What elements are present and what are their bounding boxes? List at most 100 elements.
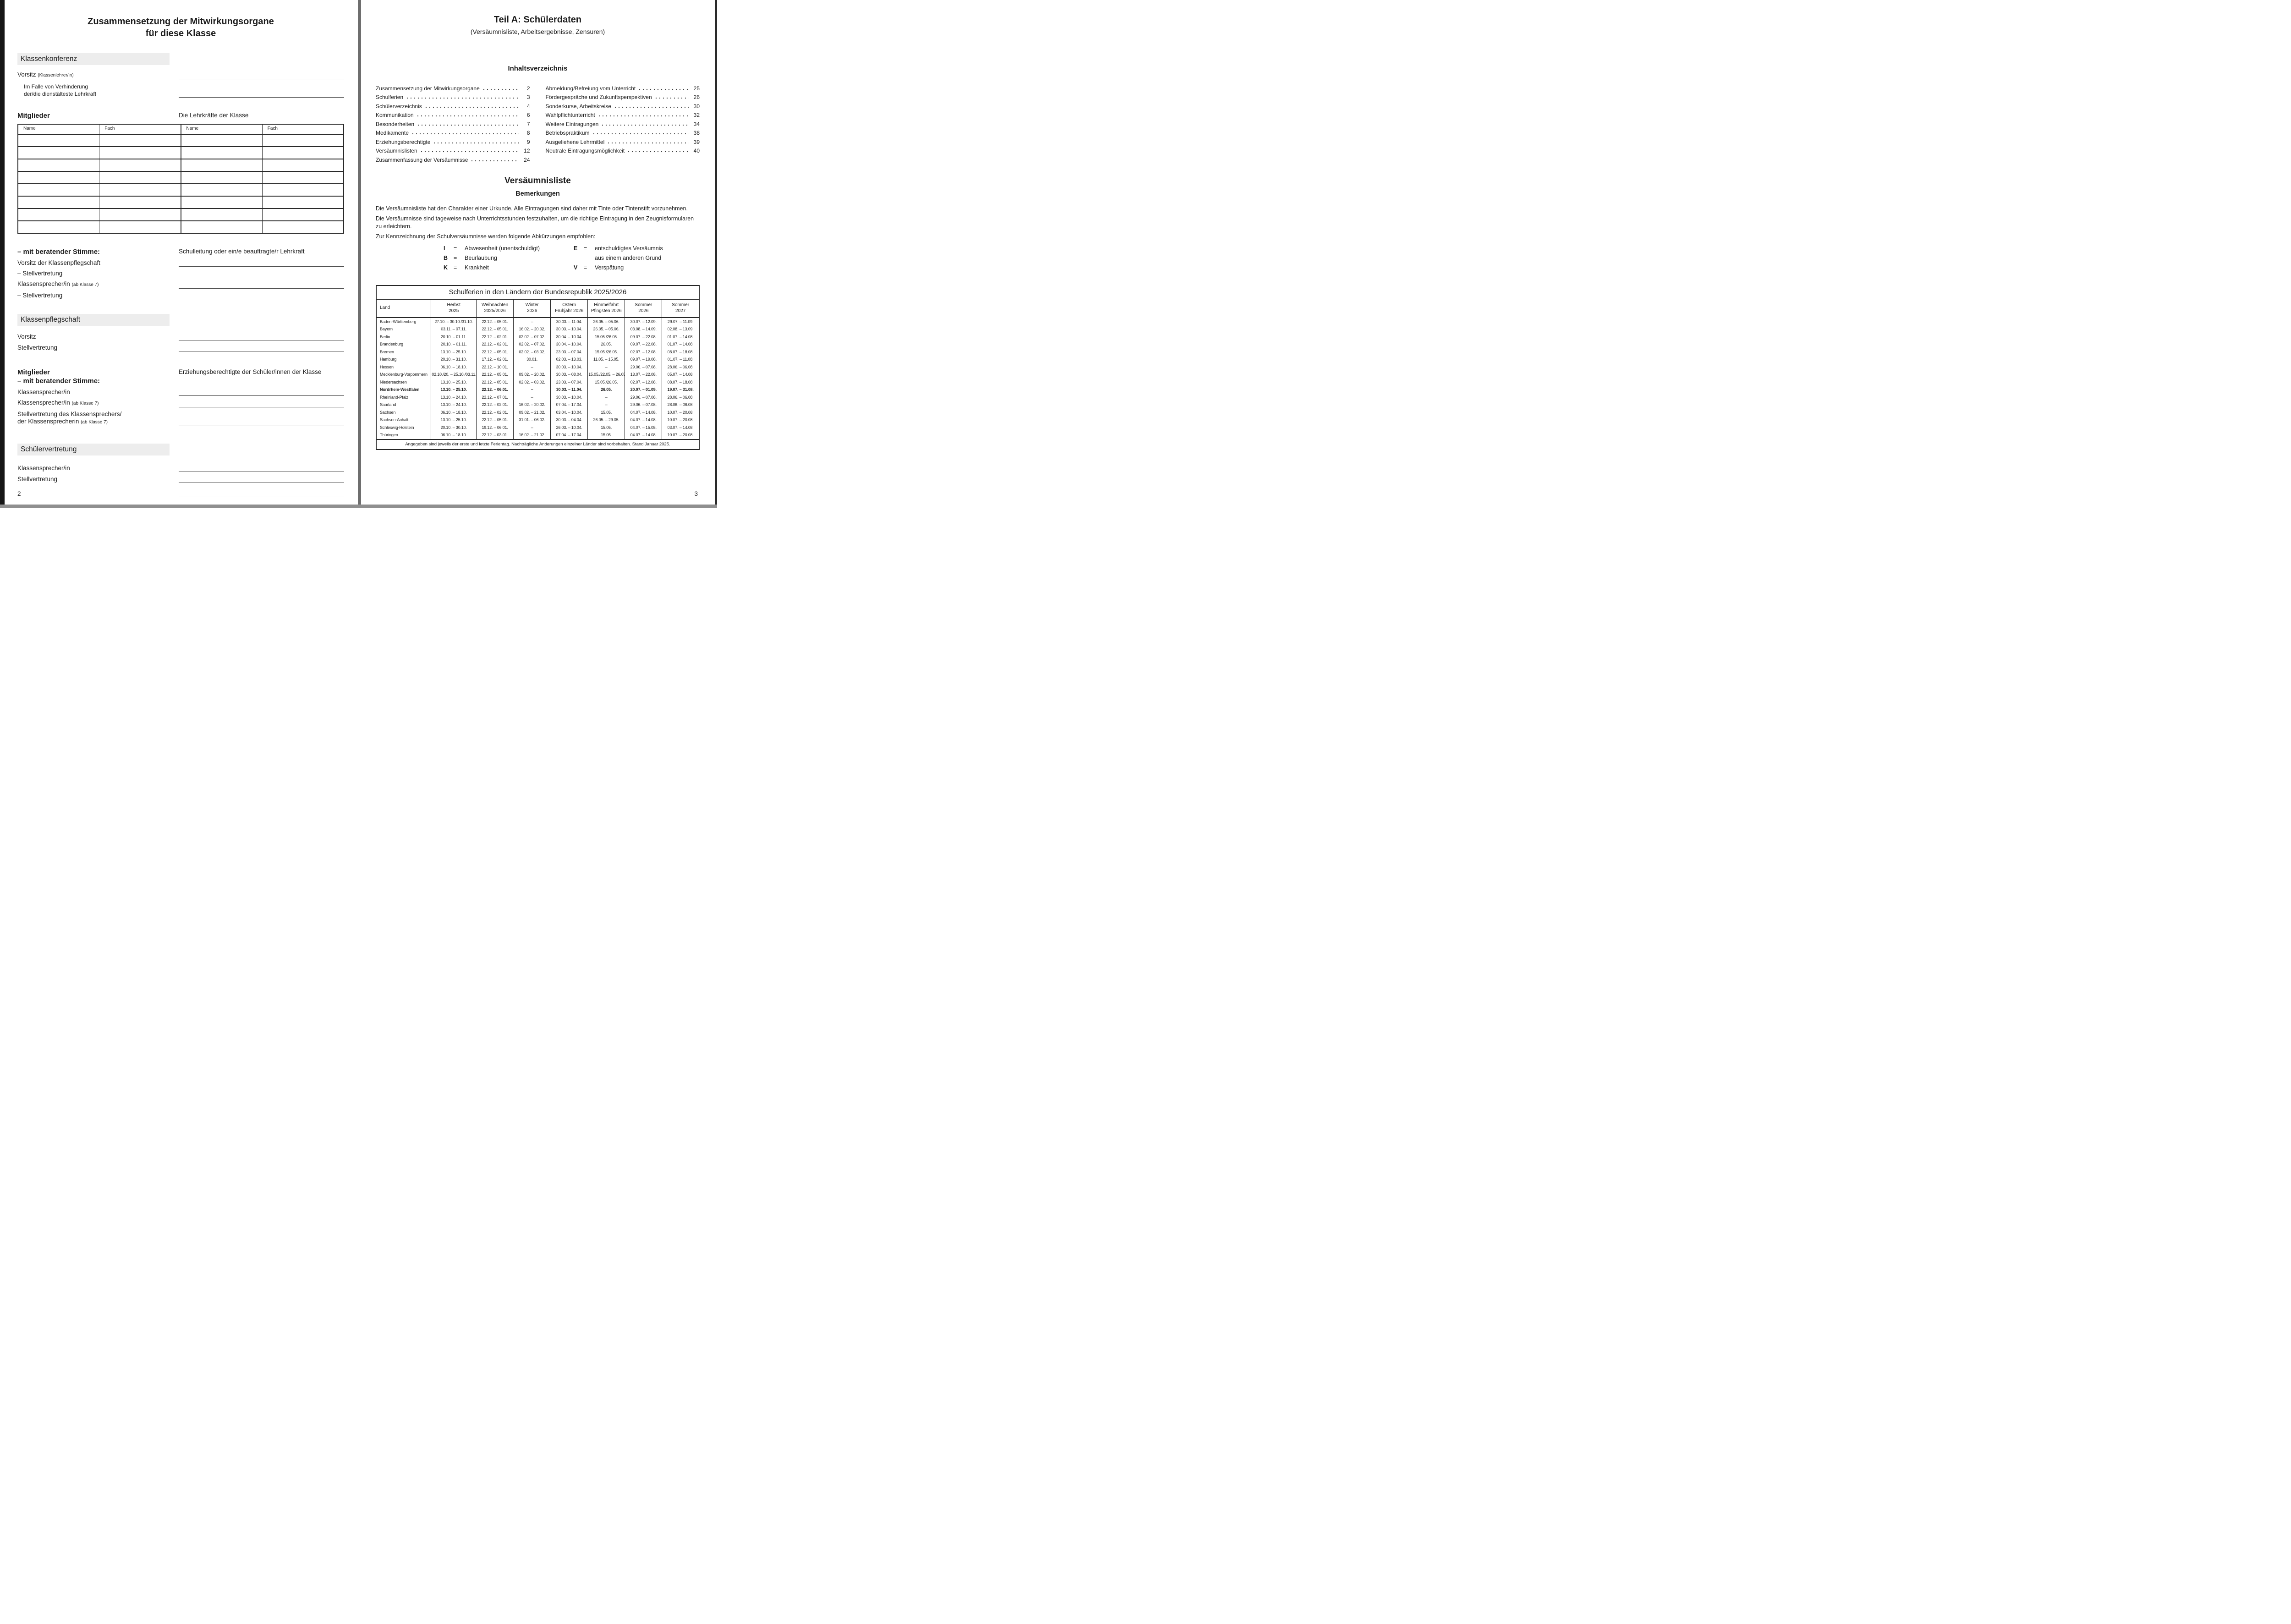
- ferien-header-row: Land Herbst 2025 Weihnachten 2025: [376, 299, 699, 318]
- member-cell: [262, 220, 344, 234]
- member-cell: [180, 183, 263, 197]
- stellvertretung-line1: Stellvertretung des Klassensprechers/: [17, 411, 122, 417]
- bemerkungen-text: Die Versäumnisliste hat den Charakter ei…: [376, 205, 700, 241]
- member-cell: [17, 208, 100, 221]
- ferien-date-cell: –: [513, 317, 551, 325]
- toc-entry-label: Abmeldung/Befreiung vom Unterricht: [545, 85, 636, 92]
- member-cell: [99, 134, 181, 147]
- toc-entry-label: Besonderheiten: [376, 121, 415, 127]
- stellvertretung-line2: der Klassensprecherin (ab Klasse 7): [17, 418, 108, 425]
- ferien-date-cell: 16.02. – 20.02.: [513, 401, 551, 409]
- ferien-title-row: Schulferien in den Ländern der Bundesrep…: [376, 285, 699, 300]
- ferien-date-cell: 04.07. – 14.08.: [625, 416, 662, 424]
- toc-entry-page: 12: [524, 148, 530, 154]
- ferien-col-header: Herbst 2025: [431, 299, 477, 318]
- ab-klasse7-sub: (ab Klasse 7): [71, 282, 99, 287]
- toc-entry: Kommunikation 6: [376, 110, 530, 118]
- ferien-date-cell: 09.02. – 21.02.: [513, 408, 551, 416]
- table-of-contents: Zusammensetzung der Mitwirkungsorgane 2 …: [376, 82, 700, 163]
- ferien-date-cell: 10.07. – 20.08.: [662, 431, 699, 439]
- ferien-date-cell: 16.02. – 20.02.: [513, 325, 551, 333]
- write-in-line: [179, 476, 344, 483]
- field-label: Vorsitz (Klassenlehrer/in): [17, 71, 179, 79]
- ferien-footnote: Angegeben sind jeweils der erste und let…: [376, 439, 699, 450]
- ferien-date-cell: 30.04. – 10.04.: [550, 333, 588, 340]
- member-cell: [262, 183, 344, 197]
- ferien-date-cell: 26.05. – 05.06.: [587, 317, 625, 325]
- ferien-land-cell: Rheinland-Pfalz: [380, 395, 409, 400]
- dot-leader: [411, 132, 519, 135]
- page-title-line2: für diese Klasse: [145, 28, 216, 38]
- ferien-date-cell: 09.07. – 22.08.: [625, 333, 662, 340]
- ferien-date-cell: 09.07. – 22.08.: [625, 340, 662, 348]
- member-cell: [262, 171, 344, 184]
- mitglieder-heading: Mitglieder: [17, 112, 50, 120]
- book-spread: Zusammensetzung der Mitwirkungsorgane fü…: [0, 0, 717, 508]
- col-header-name: Name: [17, 124, 100, 135]
- ferien-row: Baden-Württemberg 27.10. – 30.10./31.10.…: [376, 317, 699, 325]
- ferien-date-cell: 01.07. – 11.08.: [662, 356, 699, 363]
- ferien-date-cell: 20.10. – 01.11.: [431, 333, 477, 340]
- ferien-date-cell: 22.12. – 02.01.: [476, 333, 514, 340]
- ferien-date-cell: 22.12. – 03.01.: [476, 431, 514, 439]
- toc-entry-page: 6: [526, 112, 530, 118]
- ferien-date-cell: 09.07. – 19.08.: [625, 356, 662, 363]
- ferien-land-cell: Hamburg: [380, 357, 397, 362]
- ferien-date-cell: 20.10. – 31.10.: [431, 356, 477, 363]
- field-klassensprecher: Klassensprecher/in: [17, 389, 344, 396]
- field-stellvertretung: – Stellvertretung: [17, 292, 344, 299]
- member-row: [17, 220, 344, 234]
- abbrev-letter: I: [444, 245, 445, 252]
- ferien-row: Schleswig-Holstein 20.10. – 30.10. 19.12…: [376, 423, 699, 431]
- scan-edge-left: [0, 0, 5, 508]
- member-cell: [17, 220, 100, 234]
- field-label: Stellvertretung: [17, 476, 58, 483]
- member-cell: [17, 146, 100, 159]
- ferien-row: Brandenburg 20.10. – 01.11. 22.12. – 02.…: [376, 340, 699, 348]
- page-number-left: 2: [17, 490, 21, 497]
- field-label: – Stellvertretung: [17, 270, 63, 277]
- mitglieder-heading: Mitglieder: [17, 368, 50, 376]
- ferien-date-cell: 30.07. – 12.09.: [625, 317, 662, 325]
- toc-entry-page: 38: [693, 130, 700, 136]
- ferien-date-cell: 22.12. – 06.01.: [476, 386, 514, 394]
- ferien-date-cell: 04.07. – 14.08.: [625, 408, 662, 416]
- ferien-land-cell: Bremen: [380, 349, 394, 354]
- ferien-col-header: Ostern Frühjahr 2026: [550, 299, 588, 318]
- page-left: Zusammensetzung der Mitwirkungsorgane fü…: [5, 0, 358, 505]
- ferien-date-cell: 28.06. – 06.08.: [662, 363, 699, 371]
- member-cell: [99, 171, 181, 184]
- abbrev-meaning: Verspätung: [595, 264, 624, 271]
- ferien-date-cell: 01.07. – 14.08.: [662, 340, 699, 348]
- toc-entry-label: Medikamente: [376, 130, 409, 136]
- field-klassensprecher: Klassensprecher/in (ab Klasse 7): [17, 280, 344, 289]
- ferien-date-cell: 04.07. – 14.08.: [625, 431, 662, 439]
- member-row: [17, 134, 344, 147]
- ferien-date-cell: 02.02. – 03.02.: [513, 348, 551, 356]
- versaeumnisliste-heading: Versäumnisliste: [504, 176, 571, 186]
- field-vorsitz-klassenlehrer: Vorsitz (Klassenlehrer/in): [17, 71, 344, 79]
- toc-entry-label: Zusammenfassung der Versäumnisse: [376, 156, 468, 163]
- member-cell: [262, 159, 344, 172]
- toc-entry-page: 39: [693, 138, 700, 145]
- ferien-date-cell: 22.12. – 05.01.: [476, 371, 514, 379]
- ferien-date-cell: 15.05./26.05.: [587, 333, 625, 340]
- toc-entry-page: 34: [693, 121, 700, 127]
- dot-leader: [613, 105, 689, 108]
- toc-entry-page: 9: [526, 138, 530, 145]
- ferien-date-cell: 15.05.: [587, 431, 625, 439]
- ferien-date-cell: 02.10./20. – 25.10./03.11.: [431, 371, 477, 379]
- ferien-col-header: Land: [376, 299, 431, 318]
- ferien-date-cell: 26.05.: [587, 340, 625, 348]
- abbrev-equals: [584, 255, 595, 261]
- field-stellvertretung: Stellvertretung: [17, 476, 344, 483]
- toc-entry-label: Schülerverzeichnis: [376, 103, 422, 110]
- toc-entry: Zusammenfassung der Versäumnisse 24: [376, 154, 530, 163]
- toc-entry: Fördergespräche und Zukunftsperspektiven…: [546, 92, 700, 100]
- member-cell: [262, 208, 344, 221]
- ferien-row: Sachsen-Anhalt 13.10. – 25.10. 22.12. – …: [376, 416, 699, 424]
- toc-entry-page: 3: [526, 94, 530, 100]
- ferien-date-cell: 06.10. – 18.10.: [431, 431, 477, 439]
- ferien-date-cell: –: [587, 393, 625, 401]
- ferien-date-cell: 15.05./22.05. – 26.05.: [587, 371, 625, 379]
